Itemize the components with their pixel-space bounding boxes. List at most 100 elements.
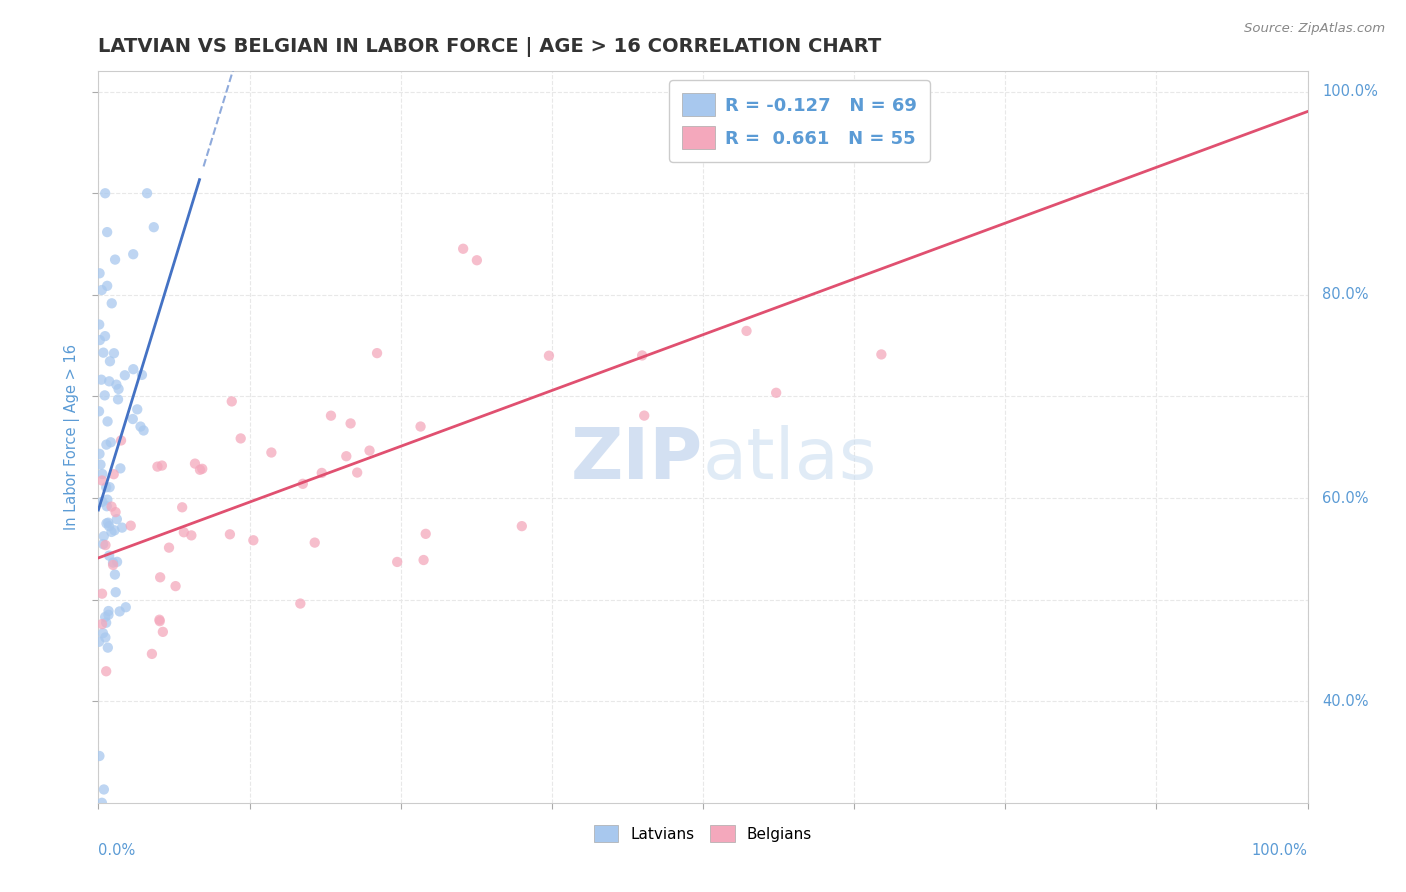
Point — [121, 412, 143, 426]
Point — [93, 529, 115, 543]
Point — [319, 409, 342, 423]
Point — [98, 354, 121, 368]
Text: 60.0%: 60.0% — [1322, 491, 1368, 506]
Point — [96, 665, 118, 679]
Text: 40.0%: 40.0% — [1322, 694, 1368, 709]
Point — [165, 579, 187, 593]
Point — [152, 624, 174, 639]
Point — [304, 535, 326, 549]
Point — [103, 346, 125, 360]
Point — [385, 555, 408, 569]
Point — [136, 186, 159, 201]
Legend: Latvians, Belgians: Latvians, Belgians — [586, 817, 820, 850]
Point — [415, 526, 437, 541]
Point — [132, 424, 155, 438]
Point — [103, 524, 125, 538]
Point — [90, 283, 112, 297]
Point — [107, 392, 129, 407]
Point — [870, 347, 893, 361]
Point — [104, 567, 127, 582]
Point — [172, 500, 194, 515]
Point — [96, 225, 118, 239]
Point — [96, 516, 118, 531]
Point — [108, 604, 131, 618]
Point — [100, 435, 122, 450]
Point — [229, 432, 252, 446]
Point — [537, 349, 560, 363]
Point — [93, 345, 115, 359]
Point — [184, 457, 207, 471]
Point — [89, 458, 111, 472]
Point — [90, 373, 112, 387]
Point — [96, 278, 118, 293]
Point — [94, 631, 117, 645]
Y-axis label: In Labor Force | Age > 16: In Labor Force | Age > 16 — [63, 344, 80, 530]
Point — [335, 449, 357, 463]
Point — [110, 434, 132, 448]
Point — [105, 377, 128, 392]
Point — [104, 585, 127, 599]
Point — [97, 607, 120, 622]
Point — [409, 419, 432, 434]
Text: LATVIAN VS BELGIAN IN LABOR FORCE | AGE > 16 CORRELATION CHART: LATVIAN VS BELGIAN IN LABOR FORCE | AGE … — [98, 37, 882, 57]
Point — [735, 324, 758, 338]
Point — [510, 519, 533, 533]
Point — [91, 467, 114, 481]
Point — [97, 604, 120, 618]
Point — [339, 417, 361, 431]
Point — [157, 541, 180, 555]
Point — [97, 640, 120, 655]
Point — [91, 537, 114, 551]
Point — [451, 242, 474, 256]
Point — [180, 528, 202, 542]
Point — [104, 252, 127, 267]
Point — [96, 437, 118, 451]
Point — [103, 467, 125, 482]
Point — [105, 512, 128, 526]
Point — [96, 480, 118, 494]
Point — [188, 463, 211, 477]
Point — [91, 495, 114, 509]
Point — [93, 388, 115, 402]
Point — [150, 458, 173, 473]
Point — [633, 409, 655, 423]
Point — [142, 220, 165, 235]
Point — [91, 617, 114, 632]
Point — [94, 615, 117, 630]
Text: 0.0%: 0.0% — [98, 843, 135, 858]
Point — [131, 368, 153, 382]
Point — [89, 749, 111, 764]
Text: Source: ZipAtlas.com: Source: ZipAtlas.com — [1244, 22, 1385, 36]
Point — [101, 556, 124, 570]
Text: atlas: atlas — [703, 425, 877, 493]
Point — [346, 466, 368, 480]
Point — [219, 527, 242, 541]
Point — [120, 518, 142, 533]
Point — [91, 474, 114, 488]
Point — [98, 519, 121, 533]
Point — [96, 500, 118, 514]
Point — [94, 610, 117, 624]
Point — [97, 516, 120, 530]
Point — [110, 461, 132, 475]
Point — [100, 296, 122, 310]
Point — [311, 466, 333, 480]
Point — [242, 533, 264, 548]
Point — [100, 524, 122, 539]
Point — [173, 525, 195, 540]
Point — [359, 443, 381, 458]
Point — [122, 362, 145, 376]
Point — [631, 348, 654, 362]
Point — [291, 476, 314, 491]
Point — [127, 402, 149, 417]
Point — [105, 555, 128, 569]
Point — [111, 520, 134, 534]
Point — [412, 553, 434, 567]
Point — [141, 647, 163, 661]
Point — [89, 318, 111, 332]
Point — [90, 796, 112, 810]
Point — [765, 385, 787, 400]
Point — [290, 597, 312, 611]
Point — [104, 505, 127, 519]
Point — [101, 558, 124, 572]
